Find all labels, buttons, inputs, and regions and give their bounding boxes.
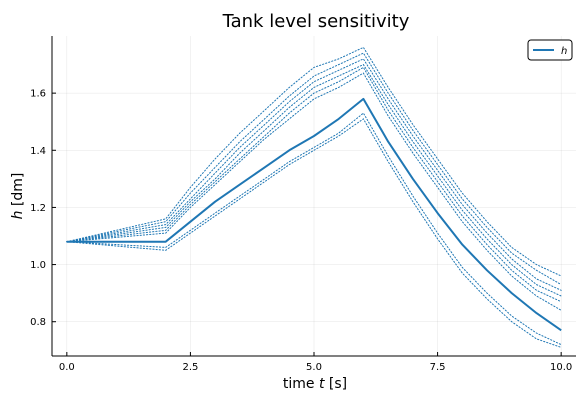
y-tick-label: 1.0 xyxy=(30,260,46,271)
x-axis-label: time t [s] xyxy=(283,376,347,392)
x-ticks: 0.0 2.5 5.0 7.5 10.0 xyxy=(59,352,572,373)
sensitivity-line-4 xyxy=(66,63,562,297)
series-line-h xyxy=(66,97,562,332)
sensitivity-series-group xyxy=(66,46,562,348)
sensitivity-line-2 xyxy=(66,52,562,286)
legend: h xyxy=(527,39,573,61)
x-tick-label: 10.0 xyxy=(550,362,572,373)
sensitivity-line-1 xyxy=(66,46,562,277)
sensitivity-line-7 xyxy=(66,112,562,346)
y-axis-label: h [dm] xyxy=(10,173,26,220)
y-tick-label: 1.2 xyxy=(30,203,46,214)
main-series-group xyxy=(66,97,562,332)
y-tick-label: 1.4 xyxy=(30,146,46,157)
y-ticks: 0.8 1.0 1.2 1.4 1.6 xyxy=(30,89,56,328)
sensitivity-line-3 xyxy=(66,58,562,291)
x-tick-label: 7.5 xyxy=(430,362,446,373)
sensitivity-line-8 xyxy=(66,118,562,348)
y-tick-label: 1.6 xyxy=(30,89,46,100)
sensitivity-line-5 xyxy=(66,66,562,303)
sensitivity-line-6 xyxy=(66,72,562,311)
legend-label-h: h xyxy=(561,46,567,57)
x-tick-label: 5.0 xyxy=(306,362,322,373)
chart-title: Tank level sensitivity xyxy=(222,11,410,32)
y-tick-label: 0.8 xyxy=(30,317,46,328)
x-tick-label: 0.0 xyxy=(59,362,75,373)
x-tick-label: 2.5 xyxy=(182,362,198,373)
